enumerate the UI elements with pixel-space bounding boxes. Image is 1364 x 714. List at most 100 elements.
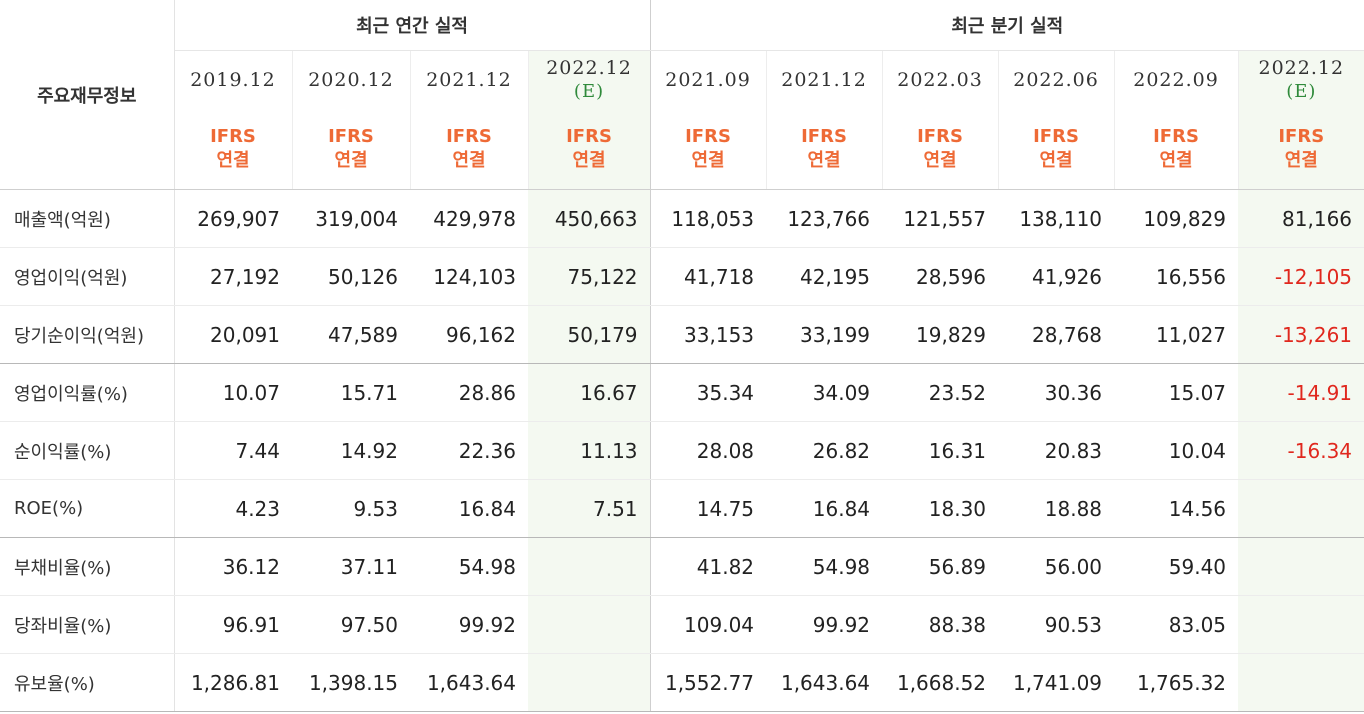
table-row: 부채비율(%) 36.12 37.11 54.98 41.82 54.98 56.89 56.… [0, 537, 1364, 596]
value-cell: 47,589 [292, 305, 410, 364]
quarterly-group-header: 최근 분기 실적 [650, 0, 1364, 51]
table-row: 영업이익률(%) 10.07 15.71 28.86 16.67 35.34 34.09 23… [0, 363, 1364, 422]
value-cell [528, 595, 651, 654]
value-cell: 16.67 [528, 363, 651, 422]
table-row: 유보율(%) 1,286.81 1,398.15 1,643.64 1,552.77 1,… [0, 653, 1364, 712]
value-cell: 11,027 [1114, 305, 1239, 364]
value-cell: 90.53 [998, 595, 1115, 654]
value-cell: 41.82 [650, 537, 767, 596]
value-cell: 1,765.32 [1114, 653, 1239, 712]
value-cell [528, 537, 651, 596]
value-cell: 11.13 [528, 421, 651, 480]
period-date: 2019.12 [190, 69, 276, 91]
value-cell: -16.34 [1238, 421, 1364, 480]
ifrs-line2: 연결 [1159, 150, 1193, 171]
value-cell [1238, 595, 1364, 654]
table-row: ROE(%) 4.23 9.53 16.84 7.51 14.75 16.84 18.30 18… [0, 479, 1364, 538]
ifrs-line1: IFRS [917, 126, 963, 147]
value-cell: 75,122 [528, 247, 651, 306]
value-cell: 56.89 [882, 537, 999, 596]
value-cell: 1,643.64 [766, 653, 883, 712]
row-label: 당기순이익(억원) [0, 305, 175, 364]
value-cell: 33,153 [650, 305, 767, 364]
value-cell: 1,643.64 [410, 653, 528, 712]
ifrs-label: IFRS 연결 [174, 109, 293, 190]
period-header: 2022.12 (E) [528, 50, 651, 109]
value-cell: 1,398.15 [292, 653, 410, 712]
value-cell: 123,766 [766, 189, 883, 248]
value-cell: 28,596 [882, 247, 999, 306]
value-cell: 33,199 [766, 305, 883, 364]
value-cell: 16,556 [1114, 247, 1239, 306]
estimate-marker: (E) [1286, 81, 1317, 102]
value-cell: 83.05 [1114, 595, 1239, 654]
value-cell [1238, 479, 1364, 538]
value-cell: 56.00 [998, 537, 1115, 596]
period-date: 2021.12 [426, 69, 512, 91]
value-cell: 1,286.81 [174, 653, 292, 712]
ifrs-label: IFRS 연결 [1238, 109, 1364, 190]
date-header-row: 2019.12 2020.12 2021.12 2022.12 (E) 2021.09 20… [0, 50, 1364, 109]
value-cell: 28.86 [410, 363, 528, 422]
value-cell: 15.71 [292, 363, 410, 422]
value-cell: 7.51 [528, 479, 651, 538]
value-cell: 1,741.09 [998, 653, 1115, 712]
ifrs-line1: IFRS [685, 126, 731, 147]
value-cell: 16.84 [766, 479, 883, 538]
row-label: 영업이익(억원) [0, 247, 175, 306]
value-cell: 37.11 [292, 537, 410, 596]
ifrs-line2: 연결 [452, 150, 486, 171]
value-cell: -14.91 [1238, 363, 1364, 422]
ifrs-line1: IFRS [1278, 126, 1325, 147]
ifrs-header-row: IFRS 연결 IFRS 연결 IFRS 연결 IFRS 연결 IFRS 연결 IFRS 연결 IFRS… [0, 109, 1364, 190]
period-date: 2020.12 [308, 69, 394, 91]
ifrs-label: IFRS 연결 [410, 109, 529, 190]
ifrs-label: IFRS 연결 [1114, 109, 1239, 190]
value-cell: 97.50 [292, 595, 410, 654]
value-cell: 109.04 [650, 595, 767, 654]
value-cell: 99.92 [410, 595, 528, 654]
value-cell: 81,166 [1238, 189, 1364, 248]
table-row: 당기순이익(억원) 20,091 47,589 96,162 50,179 33,153 3… [0, 305, 1364, 364]
value-cell: 269,907 [174, 189, 292, 248]
value-cell: 19,829 [882, 305, 999, 364]
value-cell: 18.30 [882, 479, 999, 538]
ifrs-line2: 연결 [572, 150, 606, 171]
period-header: 2022.09 [1114, 50, 1239, 109]
value-cell: 50,179 [528, 305, 651, 364]
ifrs-line2: 연결 [1039, 150, 1073, 171]
value-cell: 16.84 [410, 479, 528, 538]
value-cell: 50,126 [292, 247, 410, 306]
value-cell: 10.07 [174, 363, 292, 422]
value-cell: -12,105 [1238, 247, 1364, 306]
ifrs-line1: IFRS [801, 126, 847, 147]
period-header: 2021.12 [410, 50, 529, 109]
row-label: 매출액(억원) [0, 189, 175, 248]
ifrs-line1: IFRS [566, 126, 612, 147]
value-cell: 109,829 [1114, 189, 1239, 248]
value-cell [1238, 653, 1364, 712]
ifrs-line1: IFRS [210, 126, 256, 147]
row-label: 영업이익률(%) [0, 363, 175, 422]
table-row: 당좌비율(%) 96.91 97.50 99.92 109.04 99.92 88.38 90… [0, 595, 1364, 654]
value-cell: 9.53 [292, 479, 410, 538]
value-cell: 96,162 [410, 305, 528, 364]
value-cell: 450,663 [528, 189, 651, 248]
value-cell: 35.34 [650, 363, 767, 422]
ifrs-line1: IFRS [446, 126, 492, 147]
period-header: 2021.09 [650, 50, 767, 109]
ifrs-label: IFRS 연결 [528, 109, 651, 190]
value-cell: 59.40 [1114, 537, 1239, 596]
value-cell: 26.82 [766, 421, 883, 480]
ifrs-line2: 연결 [334, 150, 368, 171]
ifrs-line2: 연결 [216, 150, 250, 171]
ifrs-line1: IFRS [1033, 126, 1079, 147]
value-cell: 319,004 [292, 189, 410, 248]
value-cell: 1,668.52 [882, 653, 999, 712]
value-cell: -13,261 [1238, 305, 1364, 364]
row-label: 유보율(%) [0, 653, 175, 712]
row-label: 순이익률(%) [0, 421, 175, 480]
value-cell: 16.31 [882, 421, 999, 480]
table-title: 주요재무정보 [0, 0, 175, 190]
